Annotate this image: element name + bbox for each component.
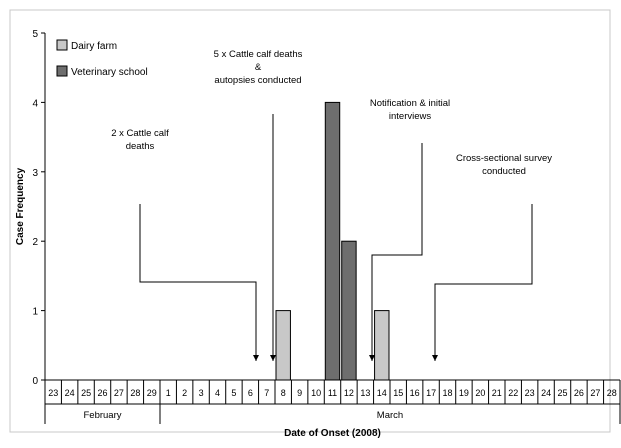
annotation-text: deaths bbox=[126, 141, 155, 152]
x-tick-label: 4 bbox=[215, 388, 220, 398]
bar bbox=[374, 310, 390, 381]
x-tick-label: 12 bbox=[344, 388, 354, 398]
x-tick-label: 20 bbox=[475, 388, 485, 398]
y-tick-label: 2 bbox=[32, 237, 38, 248]
month-label: February bbox=[83, 410, 121, 421]
legend-swatch bbox=[56, 39, 68, 51]
month-label: March bbox=[377, 410, 403, 421]
annotation-arrowhead bbox=[253, 355, 259, 361]
x-tick-label: 23 bbox=[525, 388, 535, 398]
bar bbox=[275, 310, 291, 381]
annotation-arrowhead bbox=[270, 355, 276, 361]
x-tick-label: 2 bbox=[182, 388, 187, 398]
x-tick-label: 27 bbox=[590, 388, 600, 398]
x-tick-label: 7 bbox=[264, 388, 269, 398]
x-tick-label: 15 bbox=[393, 388, 403, 398]
annotation-text: interviews bbox=[389, 111, 431, 122]
legend-swatch bbox=[56, 65, 68, 77]
x-tick-label: 3 bbox=[199, 388, 204, 398]
legend-label: Dairy farm bbox=[71, 41, 117, 52]
x-tick-label: 16 bbox=[410, 388, 420, 398]
bar bbox=[324, 101, 341, 381]
y-tick-label: 4 bbox=[32, 98, 38, 109]
y-axis-label: Case Frequency bbox=[15, 167, 26, 245]
chart-frame bbox=[9, 9, 611, 433]
annotation-arrowhead bbox=[432, 355, 438, 361]
annotation-text: 5 x Cattle calf deaths bbox=[214, 49, 303, 60]
x-tick-label: 27 bbox=[114, 388, 124, 398]
x-tick-label: 8 bbox=[281, 388, 286, 398]
annotation-text: autopsies conducted bbox=[214, 75, 301, 86]
x-tick-label: 14 bbox=[377, 388, 387, 398]
x-tick-label: 25 bbox=[81, 388, 91, 398]
x-tick-label: 28 bbox=[607, 388, 617, 398]
annotation-arrow bbox=[139, 204, 257, 361]
x-tick-label: 28 bbox=[130, 388, 140, 398]
annotation-text: conducted bbox=[482, 166, 526, 177]
y-tick-label: 3 bbox=[32, 168, 38, 179]
annotation-text: 2 x Cattle calf bbox=[111, 128, 169, 139]
legend-label: Veterinary school bbox=[71, 67, 148, 78]
x-tick-label: 22 bbox=[508, 388, 518, 398]
x-tick-label: 24 bbox=[65, 388, 75, 398]
x-tick-label: 18 bbox=[442, 388, 452, 398]
x-tick-label: 17 bbox=[426, 388, 436, 398]
x-tick-label: 13 bbox=[360, 388, 370, 398]
x-tick-label: 11 bbox=[328, 388, 337, 398]
annotation-arrowhead bbox=[369, 355, 375, 361]
x-tick-label: 26 bbox=[574, 388, 584, 398]
x-tick-label: 1 bbox=[166, 388, 171, 398]
annotation-text: Notification & initial bbox=[370, 98, 450, 109]
y-tick-label: 1 bbox=[32, 307, 38, 318]
annotation-arrow bbox=[434, 204, 533, 361]
y-tick-label: 0 bbox=[32, 376, 38, 387]
x-tick-label: 9 bbox=[297, 388, 302, 398]
annotation-text: Cross-sectional survey bbox=[456, 153, 552, 164]
y-tick-label: 5 bbox=[32, 29, 38, 40]
x-tick-label: 24 bbox=[541, 388, 551, 398]
annotation-text: & bbox=[255, 62, 262, 73]
bar bbox=[341, 240, 357, 381]
x-tick-label: 21 bbox=[492, 388, 502, 398]
x-tick-label: 5 bbox=[231, 388, 236, 398]
x-tick-label: 29 bbox=[147, 388, 157, 398]
x-tick-label: 6 bbox=[248, 388, 253, 398]
x-tick-label: 10 bbox=[311, 388, 321, 398]
annotation-arrow bbox=[371, 143, 423, 361]
x-tick-label: 25 bbox=[557, 388, 567, 398]
x-tick-label: 23 bbox=[48, 388, 58, 398]
x-axis-label: Date of Onset (2008) bbox=[284, 428, 381, 439]
x-tick-label: 19 bbox=[459, 388, 469, 398]
x-tick-label: 26 bbox=[97, 388, 107, 398]
